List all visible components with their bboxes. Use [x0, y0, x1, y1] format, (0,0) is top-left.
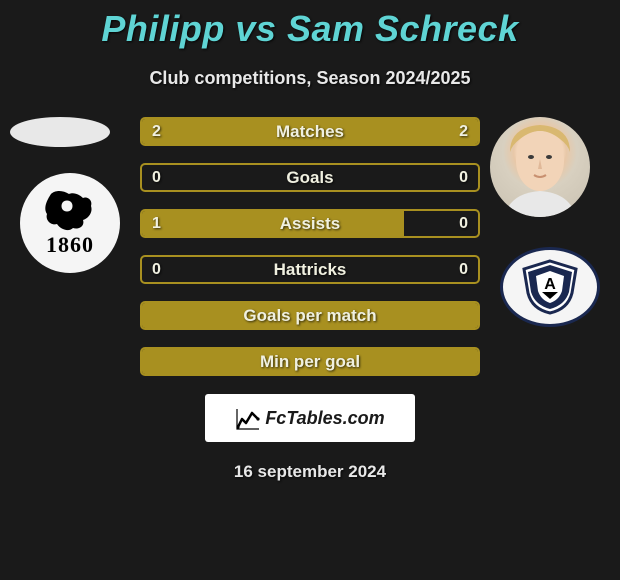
- svg-text:A: A: [544, 276, 556, 293]
- brand-text: FcTables.com: [265, 408, 384, 429]
- stat-value-right: 2: [459, 123, 468, 141]
- club-left-year: 1860: [43, 232, 97, 258]
- bar-left-fill: [142, 211, 404, 236]
- club-right-badge: A: [500, 247, 600, 327]
- stat-value-right: 0: [459, 261, 468, 279]
- stat-row: 22Matches: [140, 117, 480, 146]
- stat-value-left: 2: [152, 123, 161, 141]
- bar-left-fill: [142, 303, 478, 328]
- stat-value-left: 0: [152, 261, 161, 279]
- brand-icon: [235, 405, 261, 431]
- stat-row: Min per goal: [140, 347, 480, 376]
- comparison-content: 1860 A 22Matches00Goals10: [0, 117, 620, 376]
- stat-value-right: 0: [459, 169, 468, 187]
- bar-left-fill: [142, 119, 310, 144]
- stat-row: 10Assists: [140, 209, 480, 238]
- stat-row: 0 0Goals: [140, 163, 480, 192]
- stat-value-right: 0: [459, 215, 468, 233]
- stat-value-left: 1: [152, 215, 161, 233]
- stat-row: Goals per match: [140, 301, 480, 330]
- subtitle: Club competitions, Season 2024/2025: [0, 68, 620, 89]
- player-left-avatar: [10, 117, 110, 147]
- bar-left-fill: [142, 349, 478, 374]
- stats-bars: 22Matches00Goals10Assists00HattricksGoal…: [140, 117, 480, 376]
- brand-badge[interactable]: FcTables.com: [205, 394, 415, 442]
- stat-value-left: 0: [152, 169, 161, 187]
- date-text: 16 september 2024: [0, 462, 620, 482]
- club-left-badge: 1860: [20, 173, 120, 273]
- player-right-avatar: [490, 117, 590, 217]
- lion-icon: [43, 188, 97, 232]
- club-crest-icon: A: [520, 259, 580, 315]
- stat-row: 0 0Hattricks: [140, 255, 480, 284]
- stat-label: Goals: [142, 168, 478, 188]
- bar-right-fill: [310, 119, 478, 144]
- page-title: Philipp vs Sam Schreck: [0, 0, 620, 50]
- stat-label: Hattricks: [142, 260, 478, 280]
